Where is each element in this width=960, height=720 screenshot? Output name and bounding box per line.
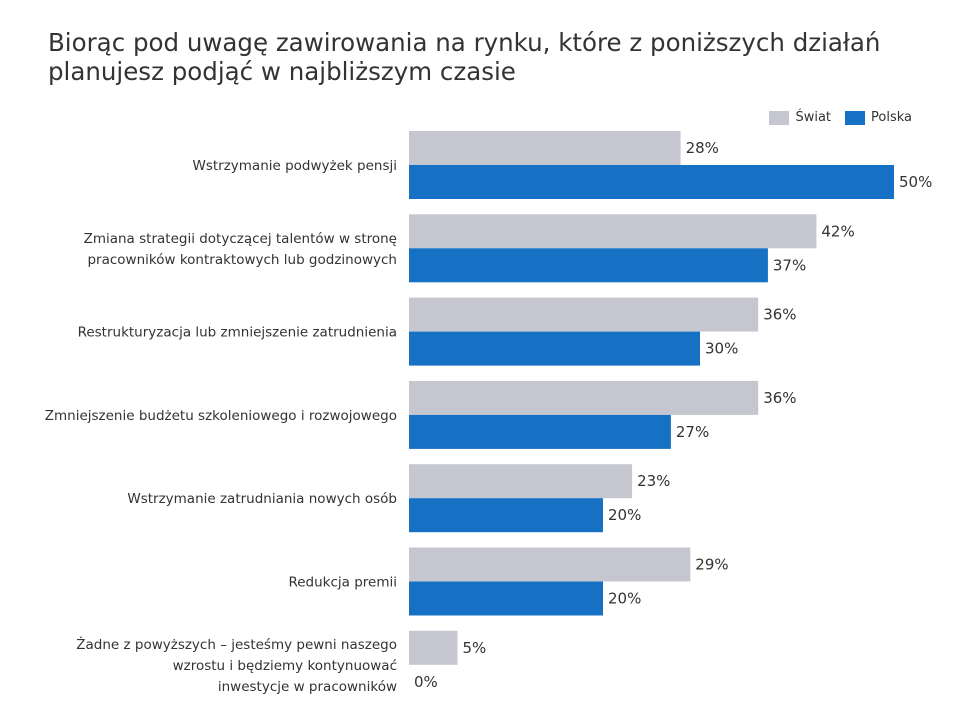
bar-poland xyxy=(409,331,700,366)
category-label: Wstrzymanie podwyżek pensji xyxy=(192,158,397,174)
bar-poland xyxy=(409,248,768,283)
category-label: Żadne z powyższych – jesteśmy pewni nasz… xyxy=(76,635,397,695)
bar-poland xyxy=(409,581,603,616)
chart-legend: Świat Polska xyxy=(755,110,912,125)
value-label-poland: 27% xyxy=(676,423,709,441)
category-label: Redukcja premii xyxy=(288,575,397,591)
legend-item-poland: Polska xyxy=(845,110,912,125)
bar-world xyxy=(409,131,681,165)
legend-item-world: Świat xyxy=(769,110,831,125)
value-label-poland: 20% xyxy=(608,506,641,524)
chart-title: Biorąc pod uwagę zawirowania na rynku, k… xyxy=(48,28,928,86)
legend-label-world: Świat xyxy=(795,110,832,125)
bar-poland xyxy=(409,498,603,533)
value-label-poland: 20% xyxy=(608,590,641,608)
bar-poland xyxy=(409,165,894,199)
value-label-world: 36% xyxy=(763,306,796,324)
value-label-world: 5% xyxy=(463,639,487,657)
legend-swatch-poland xyxy=(845,110,866,125)
category-label: Zmniejszenie budżetu szkoleniowego i roz… xyxy=(45,408,397,424)
value-label-poland: 0% xyxy=(414,673,438,691)
value-label-poland: 50% xyxy=(899,173,932,191)
chart-title-line-2: planujesz podjąć w najbliższym czasie xyxy=(48,57,516,86)
bar-world xyxy=(409,547,691,582)
category-label: Wstrzymanie zatrudniania nowych osób xyxy=(127,491,397,507)
value-label-world: 36% xyxy=(763,389,796,407)
value-label-world: 42% xyxy=(821,222,854,240)
bar-world xyxy=(409,214,817,249)
bar-world xyxy=(409,297,759,332)
value-label-poland: 37% xyxy=(773,256,806,274)
bar-world xyxy=(409,464,633,499)
value-label-poland: 30% xyxy=(705,340,738,358)
category-label: Restrukturyzacja lub zmniejszenie zatrud… xyxy=(78,325,397,341)
category-label: Zmiana strategii dotyczącej talentów w s… xyxy=(84,231,397,268)
value-label-world: 29% xyxy=(695,556,728,574)
value-label-world: 23% xyxy=(637,472,670,490)
legend-label-poland: Polska xyxy=(871,110,912,125)
legend-swatch-world xyxy=(769,110,790,125)
bar-poland xyxy=(409,414,671,449)
bar-world xyxy=(409,630,458,665)
value-label-world: 28% xyxy=(686,139,719,157)
bar-world xyxy=(409,380,759,415)
chart-title-line-1: Biorąc pod uwagę zawirowania na rynku, k… xyxy=(48,28,881,57)
